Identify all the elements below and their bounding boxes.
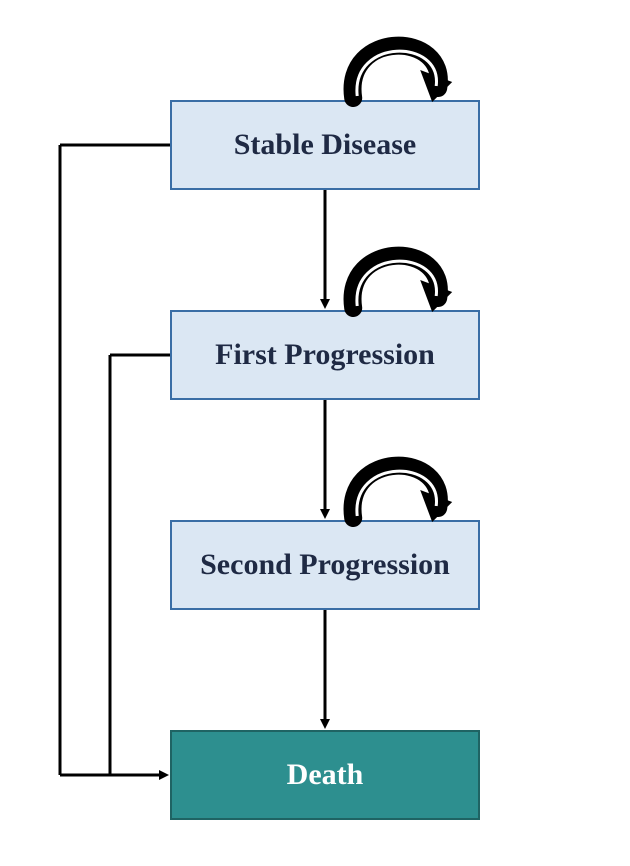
node-stable-disease: Stable Disease xyxy=(170,100,480,190)
node-death: Death xyxy=(170,730,480,820)
node-label: Stable Disease xyxy=(234,128,417,162)
node-label: Death xyxy=(287,758,364,792)
node-second-progression: Second Progression xyxy=(170,520,480,610)
node-label: First Progression xyxy=(215,338,435,372)
diagram-canvas: Stable Disease First Progression Second … xyxy=(0,0,630,866)
node-first-progression: First Progression xyxy=(170,310,480,400)
node-label: Second Progression xyxy=(200,548,450,582)
